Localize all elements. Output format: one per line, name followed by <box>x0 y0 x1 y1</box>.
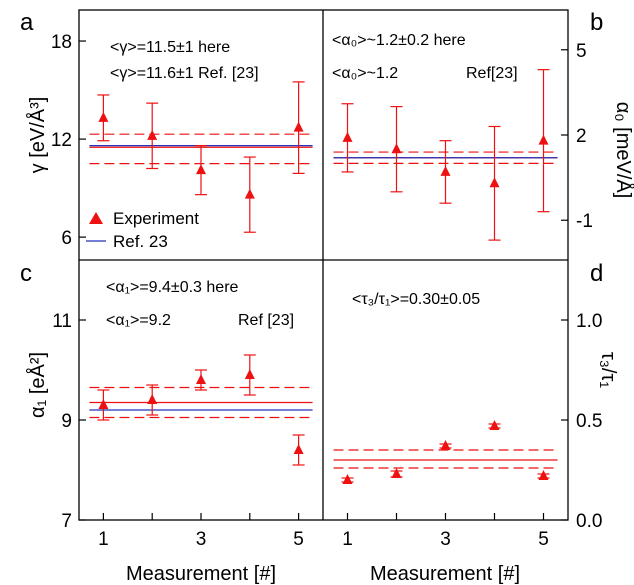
annotation-b-2: <α₀>~1.2 <box>332 65 398 82</box>
chart-marks: 6 12 18 5 2 -1 11 9 7 1 3 5 1.0 0.5 0.0 1 3 5 <box>51 32 603 550</box>
data-point-d-5 <box>538 470 549 480</box>
x-tick-label-c-2: 5 <box>293 529 304 550</box>
annotation-c-3: Ref [23] <box>238 312 294 329</box>
y-tick-label-a-1: 12 <box>51 130 72 151</box>
y-tick-label-a-0: 6 <box>61 228 72 249</box>
data-point-d-3 <box>440 440 451 450</box>
data-point-c-4 <box>244 369 255 379</box>
y-tick-label-d-2: 0.0 <box>576 511 602 532</box>
annotation-a-1: <γ>=11.5±1 here <box>110 39 230 56</box>
x-tick-label-d-2: 5 <box>538 529 549 550</box>
y-tick-label-d-0: 1.0 <box>576 311 602 332</box>
data-point-d-4 <box>489 420 500 430</box>
data-point-b-5 <box>538 134 549 145</box>
y-axis-title-d: τ₃/τ₁ <box>597 352 619 389</box>
y-tick-label-b-1: 2 <box>576 126 587 147</box>
y-tick-label-d-1: 0.5 <box>576 411 602 432</box>
y-tick-label-a-2: 18 <box>51 32 72 53</box>
data-point-d-1 <box>342 474 353 484</box>
panel-letter-d: d <box>590 260 603 287</box>
x-axis-title-right: Measurement [#] <box>370 563 520 585</box>
annotation-c-1: <α₁>=9.4±0.3 here <box>106 279 239 296</box>
annotation-a-2: <γ>=11.6±1 Ref. [23] <box>110 65 259 82</box>
x-tick-label-d-1: 3 <box>440 529 451 550</box>
data-point-a-1 <box>98 111 109 122</box>
panel-letter-b: b <box>590 9 603 36</box>
data-point-c-1 <box>98 399 109 409</box>
y-tick-label-c-0: 11 <box>52 311 72 332</box>
y-axis-title-b: α₀ [meV/Å] <box>612 102 634 199</box>
data-point-c-5 <box>293 444 304 454</box>
x-axis-title-left: Measurement [#] <box>126 563 276 585</box>
data-point-a-3 <box>196 164 206 175</box>
data-point-c-2 <box>147 394 158 404</box>
annotation-b-1: <α₀>~1.2±0.2 here <box>332 32 466 49</box>
y-tick-label-c-1: 9 <box>61 411 72 432</box>
data-point-a-4 <box>244 188 255 199</box>
legend-experiment-label: Experiment <box>113 209 199 228</box>
y-axis-title-c: α₁ [eÅ²] <box>26 352 49 418</box>
data-point-b-1 <box>342 131 353 142</box>
x-tick-label-d-0: 1 <box>342 529 353 550</box>
x-tick-label-c-0: 1 <box>98 529 109 550</box>
data-point-a-5 <box>293 121 304 132</box>
legend: Experiment Ref. 23 <box>86 209 199 251</box>
data-point-b-3 <box>440 165 451 176</box>
annotation-c-2: <α₁>=9.2 <box>106 312 171 329</box>
x-tick-label-c-1: 3 <box>196 529 207 550</box>
annotation-b-3: Ref[23] <box>466 65 518 82</box>
data-point-a-2 <box>147 129 158 140</box>
panel-letter-c: c <box>20 260 32 287</box>
y-tick-label-c-2: 7 <box>61 511 72 532</box>
legend-reference-label: Ref. 23 <box>113 232 168 251</box>
y-tick-label-b-2: -1 <box>576 211 593 232</box>
annotation-d-1: <τ₃/τ₁>=0.30±0.05 <box>352 291 480 308</box>
legend-experiment-marker <box>89 212 103 224</box>
y-axis-title-a: γ [eV/Å³] <box>26 97 49 174</box>
y-tick-label-b-0: 5 <box>576 41 587 62</box>
data-point-d-2 <box>391 468 402 478</box>
data-point-b-2 <box>391 143 402 154</box>
panel-letter-a: a <box>20 9 34 36</box>
data-point-c-3 <box>196 374 206 384</box>
data-point-b-4 <box>489 177 500 188</box>
